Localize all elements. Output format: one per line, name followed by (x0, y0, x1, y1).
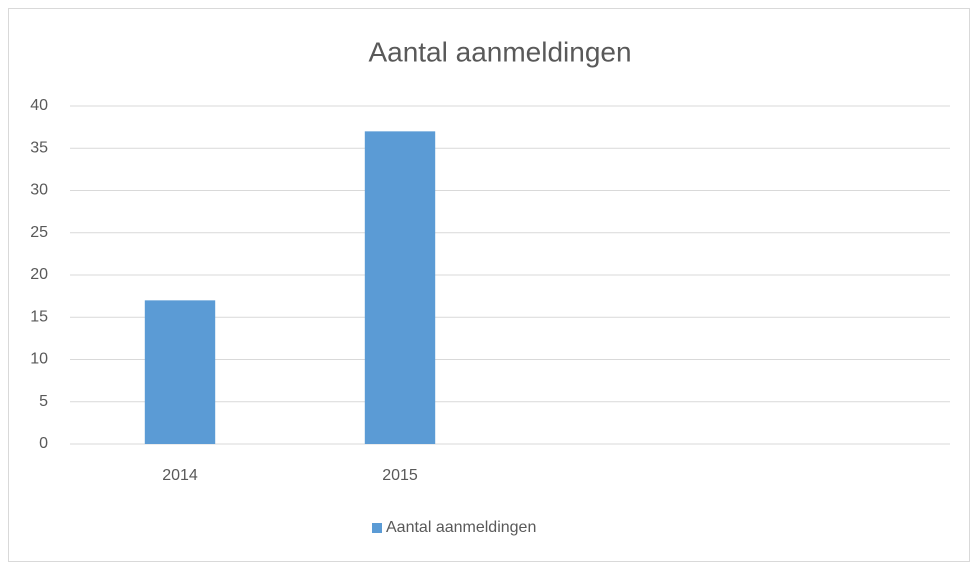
y-tick-label: 0 (39, 435, 48, 452)
y-tick-label: 40 (30, 97, 48, 114)
legend-swatch (372, 523, 382, 533)
x-tick-label: 2015 (382, 467, 418, 484)
y-tick-label: 5 (39, 393, 48, 410)
y-tick-label: 25 (30, 224, 48, 241)
y-tick-label: 10 (30, 351, 48, 368)
chart-title: Aantal aanmeldingen (368, 36, 631, 67)
y-tick-label: 20 (30, 266, 48, 283)
y-tick-label: 30 (30, 182, 48, 199)
chart-border (8, 8, 970, 562)
y-tick-label: 15 (30, 308, 48, 325)
bar (144, 300, 216, 444)
legend-label: Aantal aanmeldingen (386, 519, 536, 536)
x-tick-label: 2014 (162, 467, 198, 484)
bar (364, 131, 436, 444)
y-tick-label: 35 (30, 139, 48, 156)
